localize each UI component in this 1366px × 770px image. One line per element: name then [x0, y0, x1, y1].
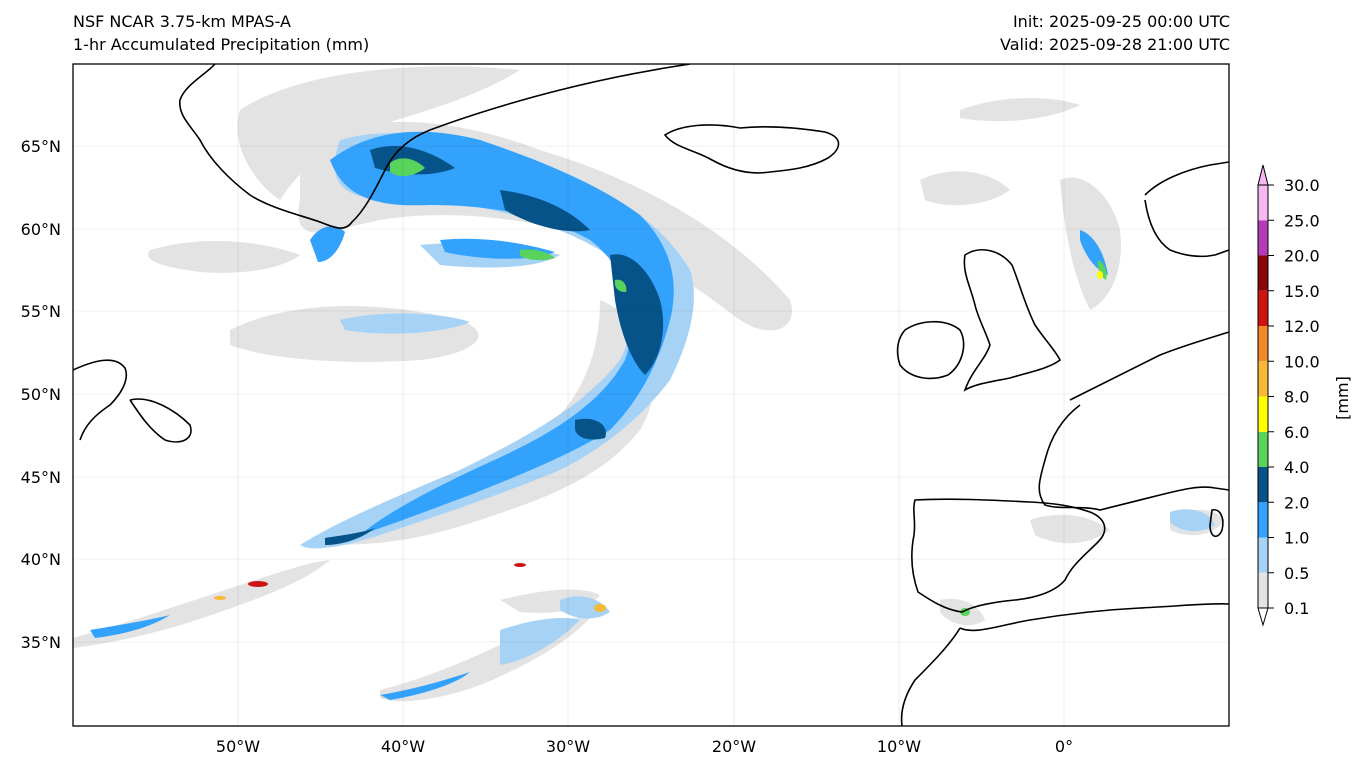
- map-panel: [73, 64, 1229, 726]
- colorbar-segment: [1258, 326, 1268, 362]
- colorbar-tick-label: 6.0: [1284, 423, 1309, 442]
- lat-label: 40°N: [21, 550, 61, 569]
- colorbar-segment: [1258, 396, 1268, 432]
- ireland-coast: [896, 320, 965, 380]
- lat-labels: 65°N 60°N 55°N 50°N 45°N 40°N 35°N: [21, 137, 61, 652]
- valid-time: Valid: 2025-09-28 21:00 UTC: [999, 35, 1230, 54]
- lon-label: 0°: [1055, 737, 1073, 756]
- colorbar-tick-label: 30.0: [1284, 176, 1320, 195]
- precip-green-areas: [390, 158, 1107, 292]
- colorbar-segment: [1258, 220, 1268, 256]
- scandinavia-coast: [1144, 161, 1229, 258]
- colorbar-ticks: 0.1 0.5 1.0 2.0 4.0 6.0 8.0 10.0 12.0 15.0 20.0 25.…: [1268, 176, 1320, 618]
- coastlines: [73, 64, 1229, 726]
- colorbar-tick-label: 15.0: [1284, 282, 1320, 301]
- colorbar-segment: [1258, 537, 1268, 573]
- colorbar-segment: [1258, 572, 1268, 608]
- colorbar-segment: [1258, 255, 1268, 291]
- lat-label: 50°N: [21, 385, 61, 404]
- init-time: Init: 2025-09-25 00:00 UTC: [1012, 12, 1230, 31]
- colorbar-tick-label: 10.0: [1284, 352, 1320, 371]
- great-britain-coast: [963, 249, 1062, 392]
- newfoundland-coast: [73, 359, 192, 443]
- lat-label: 35°N: [21, 633, 61, 652]
- colorbar-tick-label: 2.0: [1284, 493, 1309, 512]
- colorbar-tick-label: 4.0: [1284, 458, 1309, 477]
- lon-label: 30°W: [546, 737, 590, 756]
- colorbar-bottom-arrow: [1257, 607, 1269, 627]
- model-title: NSF NCAR 3.75-km MPAS-A: [73, 12, 291, 31]
- lon-label: 40°W: [381, 737, 425, 756]
- colorbar-segment: [1258, 467, 1268, 503]
- gridlines: [73, 64, 1229, 726]
- colorbar-segment: [1258, 361, 1268, 397]
- lon-label: 10°W: [877, 737, 921, 756]
- lat-label: 55°N: [21, 302, 61, 321]
- iceland-coast: [663, 124, 840, 174]
- colorbar-segment: [1258, 185, 1268, 221]
- colorbar: 0.1 0.5 1.0 2.0 4.0 6.0 8.0 10.0 12.0 15.0 20.0 25.…: [1257, 164, 1352, 627]
- sardinia-coast: [1209, 508, 1224, 538]
- colorbar-tick-label: 0.1: [1284, 599, 1309, 618]
- lon-label: 50°W: [216, 737, 260, 756]
- colorbar-tick-label: 12.0: [1284, 317, 1320, 336]
- colorbar-segment: [1258, 502, 1268, 538]
- colorbar-segment: [1258, 290, 1268, 326]
- colorbar-top-arrow: [1257, 164, 1269, 186]
- map-frame: [72, 63, 1230, 727]
- greenland-coast: [179, 64, 691, 229]
- colorbar-segment: [1258, 431, 1268, 467]
- colorbar-tick-label: 1.0: [1284, 529, 1309, 548]
- colorbar-tick-label: 0.5: [1284, 564, 1309, 583]
- lon-label: 20°W: [712, 737, 756, 756]
- iberia-coast: [911, 498, 1106, 613]
- lat-label: 65°N: [21, 137, 61, 156]
- colorbar-tick-label: 20.0: [1284, 247, 1320, 266]
- north-africa-coast: [900, 603, 1229, 726]
- lon-labels: 50°W 40°W 30°W 20°W 10°W 0°: [216, 737, 1073, 756]
- colorbar-segments: [1258, 185, 1268, 608]
- lat-label: 45°N: [21, 468, 61, 487]
- field-title: 1-hr Accumulated Precipitation (mm): [73, 35, 370, 54]
- colorbar-tick-label: 25.0: [1284, 211, 1320, 230]
- colorbar-label: [mm]: [1333, 376, 1352, 420]
- precip-intense-cells: [214, 271, 1103, 616]
- colorbar-tick-label: 8.0: [1284, 388, 1309, 407]
- lat-label: 60°N: [21, 220, 61, 239]
